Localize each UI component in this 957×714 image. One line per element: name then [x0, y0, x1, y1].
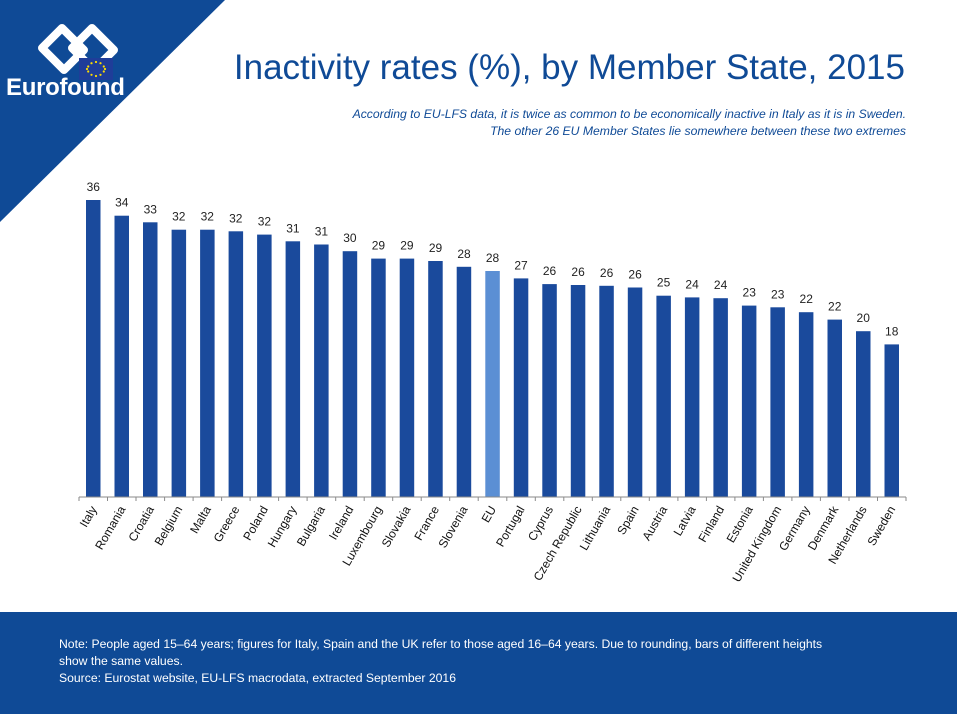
bar-slovenia	[456, 266, 472, 497]
bar-portugal	[513, 278, 529, 497]
value-label-ireland: 30	[343, 231, 357, 245]
subtitle-line-2: The other 26 EU Member States lie somewh…	[490, 124, 906, 138]
bar-denmark	[827, 319, 842, 497]
value-label-latvia: 24	[685, 277, 699, 291]
subtitle-line-1: According to EU-LFS data, it is twice as…	[352, 107, 906, 121]
bar-eu	[485, 271, 500, 497]
bar-lithuania	[599, 285, 614, 497]
category-label-malta: Malta	[187, 503, 214, 536]
bar-cyprus	[542, 284, 557, 497]
bar-bulgaria	[314, 244, 329, 497]
bar-spain	[627, 287, 643, 497]
note-line-1: Note: People aged 15–64 years; figures f…	[59, 637, 823, 651]
chart-title: Inactivity rates (%), by Member State, 2…	[233, 48, 905, 87]
bar-italy	[86, 200, 101, 497]
value-label-estonia: 23	[743, 286, 757, 300]
value-label-cyprus: 26	[543, 264, 557, 278]
bar-germany	[798, 312, 814, 497]
bar-czech-republic	[570, 285, 586, 497]
value-label-germany: 22	[800, 292, 814, 306]
category-label-belgium: Belgium	[152, 504, 186, 549]
category-label-poland: Poland	[240, 504, 271, 543]
bar-france	[428, 261, 443, 497]
category-label-spain: Spain	[614, 504, 641, 538]
value-label-france: 29	[429, 241, 443, 255]
bar-slovakia	[399, 258, 415, 497]
value-label-denmark: 22	[828, 300, 842, 314]
value-label-italy: 36	[87, 180, 101, 194]
category-label-sweden: Sweden	[864, 504, 898, 549]
bar-luxembourg	[371, 258, 386, 497]
value-label-greece: 32	[229, 211, 243, 225]
eurofound-logo-icon	[38, 24, 118, 80]
category-label-austria: Austria	[639, 503, 670, 543]
value-label-portugal: 27	[514, 258, 528, 272]
eu-flag-stars-icon	[85, 60, 107, 78]
brand-name: Eurofound	[6, 74, 125, 101]
brand-corner-triangle	[0, 0, 225, 222]
bar-latvia	[684, 297, 700, 498]
value-label-netherlands: 20	[857, 311, 871, 325]
bar-croatia	[143, 222, 158, 498]
category-label-eu: EU	[479, 504, 499, 525]
bar-romania	[114, 215, 129, 497]
bar-poland	[257, 234, 272, 497]
value-label-united-kingdom: 23	[771, 287, 785, 301]
category-label-cyprus: Cyprus	[525, 504, 556, 544]
bar-hungary	[285, 241, 301, 498]
value-label-eu: 28	[486, 251, 500, 265]
value-label-croatia: 33	[144, 202, 158, 216]
ticks-layer	[78, 497, 907, 501]
bar-greece	[228, 231, 244, 498]
value-label-malta: 32	[201, 210, 215, 224]
value-label-czech-republic: 26	[571, 265, 585, 279]
bar-sweden	[884, 344, 899, 497]
source-line: Source: Eurostat website, EU-LFS macroda…	[59, 671, 456, 685]
category-label-greece: Greece	[211, 503, 243, 544]
bar-malta	[200, 229, 215, 497]
bars-layer	[86, 200, 899, 498]
category-label-bulgaria: Bulgaria	[294, 503, 328, 548]
value-label-finland: 24	[714, 278, 728, 292]
category-label-italy: Italy	[77, 504, 100, 530]
value-labels-layer: 36 34 33 32 32 32 32 31 31 30 29 29 29 28 28 27 26 26 26 26…	[87, 180, 899, 338]
bar-belgium	[171, 229, 187, 497]
value-label-luxembourg: 29	[372, 239, 386, 253]
bar-austria	[656, 295, 671, 497]
note-line-2: show the same values.	[59, 654, 183, 668]
value-label-sweden: 18	[885, 324, 899, 338]
value-label-slovenia: 28	[457, 247, 471, 261]
value-label-belgium: 32	[172, 210, 186, 224]
bar-finland	[713, 298, 728, 497]
footer-note: Note: People aged 15–64 years; figures f…	[0, 612, 957, 714]
value-label-bulgaria: 31	[315, 225, 329, 239]
value-label-slovakia: 29	[400, 239, 414, 253]
bar-ireland	[342, 251, 358, 497]
category-label-ireland: Ireland	[326, 504, 356, 543]
value-label-austria: 25	[657, 276, 671, 290]
bar-estonia	[741, 305, 757, 497]
bar-chart: 36 34 33 32 32 32 32 31 31 30 29 29 29 28 28 27 26 26 26 26…	[77, 180, 907, 585]
bar-united-kingdom	[770, 307, 785, 498]
value-label-spain: 26	[628, 268, 642, 282]
value-label-lithuania: 26	[600, 266, 614, 280]
chart-subtitle: According to EU-LFS data, it is twice as…	[353, 106, 906, 140]
category-label-france: France	[411, 503, 442, 543]
category-label-latvia: Latvia	[671, 503, 699, 538]
value-label-poland: 32	[258, 215, 272, 229]
bar-netherlands	[856, 331, 871, 497]
value-label-romania: 34	[115, 196, 129, 210]
value-label-hungary: 31	[286, 221, 300, 235]
